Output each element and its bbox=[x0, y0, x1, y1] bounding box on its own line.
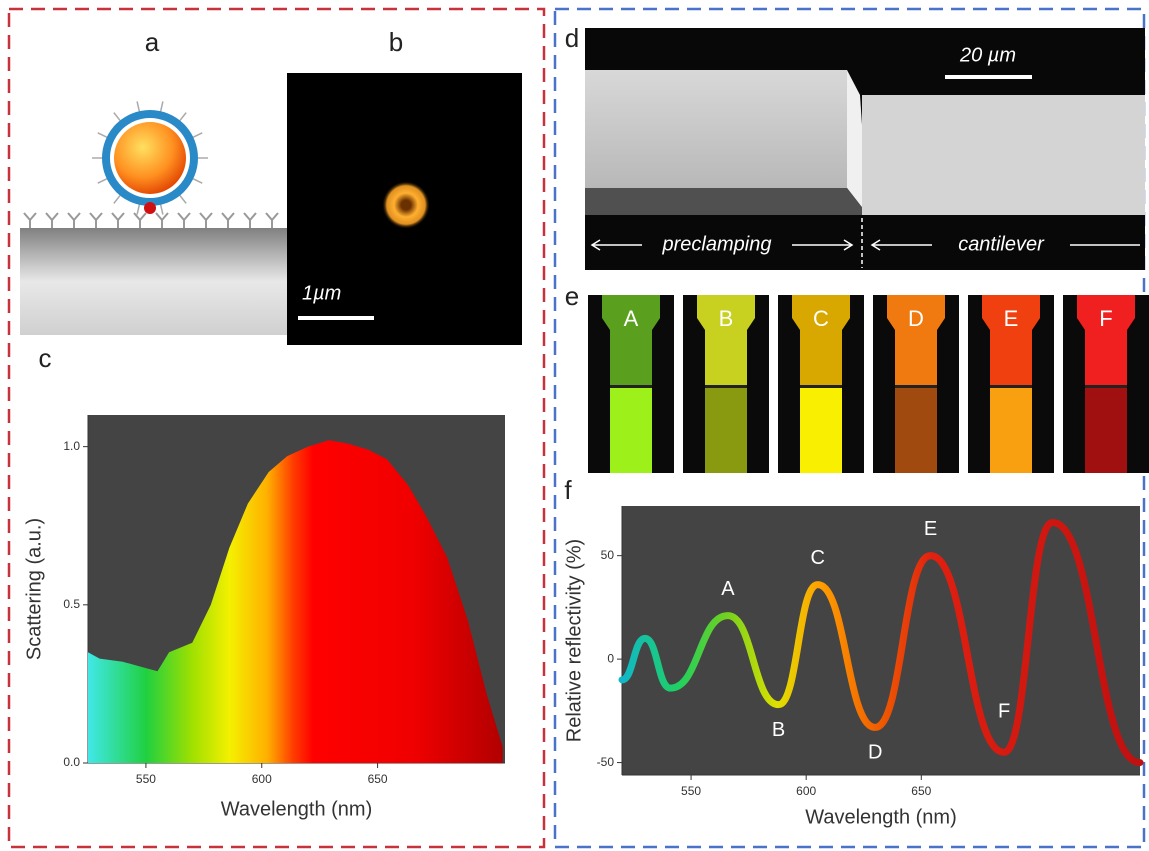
x-axis-title: Wavelength (nm) bbox=[221, 798, 373, 820]
antibody bbox=[156, 213, 168, 228]
strip-bottom bbox=[610, 388, 652, 473]
plot-area bbox=[622, 506, 1140, 775]
antibody bbox=[46, 213, 58, 228]
x-tick-label: 600 bbox=[796, 784, 816, 798]
strip-letter: C bbox=[813, 306, 829, 331]
x-tick-label: 650 bbox=[911, 784, 931, 798]
panel-label: f bbox=[564, 475, 572, 505]
x-tick-label: 550 bbox=[681, 784, 701, 798]
x-tick-label: 550 bbox=[136, 772, 156, 786]
x-tick-label: 650 bbox=[368, 772, 388, 786]
panel-label: c bbox=[39, 343, 52, 373]
annotation: E bbox=[924, 518, 937, 540]
x-tick-label: 600 bbox=[252, 772, 272, 786]
annotation: C bbox=[810, 547, 824, 569]
figure: a b 1µm c d 20 µm preclamping cantilever… bbox=[0, 0, 1149, 851]
strip-letter: A bbox=[624, 306, 639, 331]
slab-side bbox=[585, 188, 868, 215]
strip-letter: B bbox=[719, 306, 734, 331]
panel-label: e bbox=[565, 281, 579, 311]
annotation: F bbox=[998, 701, 1010, 723]
annotation: D bbox=[868, 742, 882, 764]
preclamp-slab bbox=[585, 70, 847, 188]
antibody bbox=[24, 213, 36, 228]
cantilever-strips: A B C D E F bbox=[588, 295, 1149, 473]
strip-divider bbox=[610, 385, 652, 388]
y-tick-label: 0 bbox=[607, 651, 614, 665]
nanoparticle bbox=[114, 122, 186, 194]
strip-letter: D bbox=[908, 306, 924, 331]
region-label: preclamping bbox=[662, 233, 772, 255]
y-tick-label: 50 bbox=[601, 548, 615, 562]
strip-bottom bbox=[895, 388, 937, 473]
scale-label: 20 µm bbox=[959, 44, 1016, 66]
particle-ring bbox=[382, 181, 430, 229]
antibody bbox=[178, 213, 190, 228]
antibody bbox=[134, 213, 146, 228]
strip-divider bbox=[800, 385, 842, 388]
panel-label: a bbox=[145, 27, 160, 57]
antibody bbox=[244, 213, 256, 228]
strip-divider bbox=[895, 385, 937, 388]
y-axis-title: Relative reflectivity (%) bbox=[563, 539, 585, 742]
y-tick-label: -50 bbox=[597, 755, 615, 769]
annotation: A bbox=[721, 578, 735, 600]
antibody bbox=[90, 213, 102, 228]
y-axis-title: Scattering (a.u.) bbox=[23, 518, 45, 660]
panel-label: b bbox=[389, 27, 403, 57]
strip-divider bbox=[705, 385, 747, 388]
strip-bottom bbox=[705, 388, 747, 473]
panel-label: d bbox=[565, 23, 579, 53]
analyte bbox=[144, 202, 156, 214]
antibody bbox=[68, 213, 80, 228]
cantilever-beam bbox=[862, 95, 1145, 215]
scale-label: 1µm bbox=[302, 282, 341, 304]
x-axis-title: Wavelength (nm) bbox=[805, 806, 957, 828]
y-tick-label: 1.0 bbox=[63, 439, 80, 453]
y-tick-label: 0.5 bbox=[63, 597, 80, 611]
y-tick-label: 0.0 bbox=[63, 755, 80, 769]
antibody bbox=[112, 213, 124, 228]
strip-letter: F bbox=[1099, 306, 1112, 331]
strip-bottom bbox=[1085, 388, 1127, 473]
region-label: cantilever bbox=[958, 233, 1045, 255]
strip-letter: E bbox=[1004, 306, 1019, 331]
antibody bbox=[222, 213, 234, 228]
strip-bottom bbox=[990, 388, 1032, 473]
annotation: B bbox=[772, 719, 785, 741]
strip-bottom bbox=[800, 388, 842, 473]
surface bbox=[20, 228, 290, 335]
antibody bbox=[200, 213, 212, 228]
antibody bbox=[266, 213, 278, 228]
strip-divider bbox=[1085, 385, 1127, 388]
strip-divider bbox=[990, 385, 1032, 388]
